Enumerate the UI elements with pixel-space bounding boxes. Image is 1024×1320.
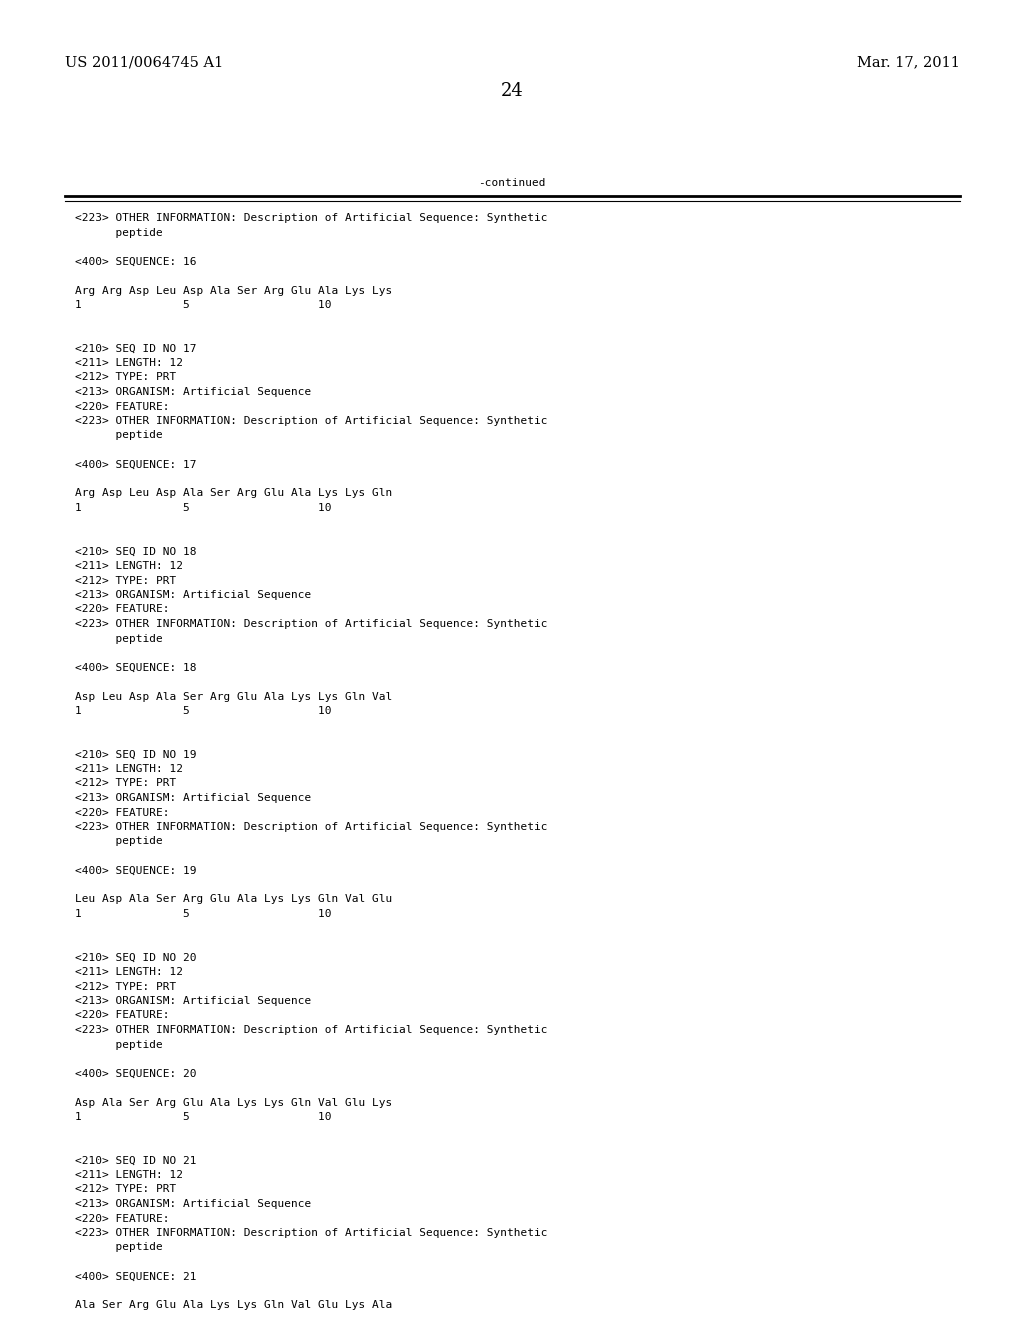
Text: peptide: peptide: [75, 430, 163, 441]
Text: <211> LENGTH: 12: <211> LENGTH: 12: [75, 358, 183, 368]
Text: 1               5                   10: 1 5 10: [75, 909, 332, 919]
Text: 1               5                   10: 1 5 10: [75, 503, 332, 513]
Text: <223> OTHER INFORMATION: Description of Artificial Sequence: Synthetic: <223> OTHER INFORMATION: Description of …: [75, 619, 548, 630]
Text: <213> ORGANISM: Artificial Sequence: <213> ORGANISM: Artificial Sequence: [75, 997, 311, 1006]
Text: <220> FEATURE:: <220> FEATURE:: [75, 808, 170, 817]
Text: <211> LENGTH: 12: <211> LENGTH: 12: [75, 968, 183, 977]
Text: <212> TYPE: PRT: <212> TYPE: PRT: [75, 372, 176, 383]
Text: <212> TYPE: PRT: <212> TYPE: PRT: [75, 1184, 176, 1195]
Text: <223> OTHER INFORMATION: Description of Artificial Sequence: Synthetic: <223> OTHER INFORMATION: Description of …: [75, 822, 548, 832]
Text: <213> ORGANISM: Artificial Sequence: <213> ORGANISM: Artificial Sequence: [75, 1199, 311, 1209]
Text: peptide: peptide: [75, 634, 163, 644]
Text: Leu Asp Ala Ser Arg Glu Ala Lys Lys Gln Val Glu: Leu Asp Ala Ser Arg Glu Ala Lys Lys Gln …: [75, 895, 392, 904]
Text: <223> OTHER INFORMATION: Description of Artificial Sequence: Synthetic: <223> OTHER INFORMATION: Description of …: [75, 213, 548, 223]
Text: <210> SEQ ID NO 17: <210> SEQ ID NO 17: [75, 343, 197, 354]
Text: Arg Arg Asp Leu Asp Ala Ser Arg Glu Ala Lys Lys: Arg Arg Asp Leu Asp Ala Ser Arg Glu Ala …: [75, 285, 392, 296]
Text: <220> FEATURE:: <220> FEATURE:: [75, 401, 170, 412]
Text: <212> TYPE: PRT: <212> TYPE: PRT: [75, 779, 176, 788]
Text: 1               5                   10: 1 5 10: [75, 300, 332, 310]
Text: 1               5                   10: 1 5 10: [75, 1111, 332, 1122]
Text: <400> SEQUENCE: 16: <400> SEQUENCE: 16: [75, 256, 197, 267]
Text: Ala Ser Arg Glu Ala Lys Lys Gln Val Glu Lys Ala: Ala Ser Arg Glu Ala Lys Lys Gln Val Glu …: [75, 1300, 392, 1311]
Text: -continued: -continued: [478, 178, 546, 187]
Text: <220> FEATURE:: <220> FEATURE:: [75, 1213, 170, 1224]
Text: <211> LENGTH: 12: <211> LENGTH: 12: [75, 561, 183, 572]
Text: 1               5                   10: 1 5 10: [75, 706, 332, 715]
Text: <220> FEATURE:: <220> FEATURE:: [75, 1011, 170, 1020]
Text: <213> ORGANISM: Artificial Sequence: <213> ORGANISM: Artificial Sequence: [75, 590, 311, 601]
Text: <213> ORGANISM: Artificial Sequence: <213> ORGANISM: Artificial Sequence: [75, 387, 311, 397]
Text: <210> SEQ ID NO 19: <210> SEQ ID NO 19: [75, 750, 197, 759]
Text: 24: 24: [501, 82, 523, 100]
Text: <211> LENGTH: 12: <211> LENGTH: 12: [75, 764, 183, 774]
Text: Asp Ala Ser Arg Glu Ala Lys Lys Gln Val Glu Lys: Asp Ala Ser Arg Glu Ala Lys Lys Gln Val …: [75, 1097, 392, 1107]
Text: <210> SEQ ID NO 21: <210> SEQ ID NO 21: [75, 1155, 197, 1166]
Text: peptide: peptide: [75, 837, 163, 846]
Text: <211> LENGTH: 12: <211> LENGTH: 12: [75, 1170, 183, 1180]
Text: <400> SEQUENCE: 20: <400> SEQUENCE: 20: [75, 1068, 197, 1078]
Text: <213> ORGANISM: Artificial Sequence: <213> ORGANISM: Artificial Sequence: [75, 793, 311, 803]
Text: <223> OTHER INFORMATION: Description of Artificial Sequence: Synthetic: <223> OTHER INFORMATION: Description of …: [75, 1026, 548, 1035]
Text: Mar. 17, 2011: Mar. 17, 2011: [857, 55, 961, 69]
Text: peptide: peptide: [75, 227, 163, 238]
Text: <223> OTHER INFORMATION: Description of Artificial Sequence: Synthetic: <223> OTHER INFORMATION: Description of …: [75, 416, 548, 426]
Text: <210> SEQ ID NO 20: <210> SEQ ID NO 20: [75, 953, 197, 962]
Text: peptide: peptide: [75, 1242, 163, 1253]
Text: <212> TYPE: PRT: <212> TYPE: PRT: [75, 982, 176, 991]
Text: Asp Leu Asp Ala Ser Arg Glu Ala Lys Lys Gln Val: Asp Leu Asp Ala Ser Arg Glu Ala Lys Lys …: [75, 692, 392, 701]
Text: <220> FEATURE:: <220> FEATURE:: [75, 605, 170, 615]
Text: <212> TYPE: PRT: <212> TYPE: PRT: [75, 576, 176, 586]
Text: <400> SEQUENCE: 21: <400> SEQUENCE: 21: [75, 1271, 197, 1282]
Text: <400> SEQUENCE: 19: <400> SEQUENCE: 19: [75, 866, 197, 875]
Text: <400> SEQUENCE: 17: <400> SEQUENCE: 17: [75, 459, 197, 470]
Text: US 2011/0064745 A1: US 2011/0064745 A1: [65, 55, 223, 69]
Text: Arg Asp Leu Asp Ala Ser Arg Glu Ala Lys Lys Gln: Arg Asp Leu Asp Ala Ser Arg Glu Ala Lys …: [75, 488, 392, 499]
Text: <400> SEQUENCE: 18: <400> SEQUENCE: 18: [75, 663, 197, 672]
Text: <223> OTHER INFORMATION: Description of Artificial Sequence: Synthetic: <223> OTHER INFORMATION: Description of …: [75, 1228, 548, 1238]
Text: peptide: peptide: [75, 1040, 163, 1049]
Text: <210> SEQ ID NO 18: <210> SEQ ID NO 18: [75, 546, 197, 557]
